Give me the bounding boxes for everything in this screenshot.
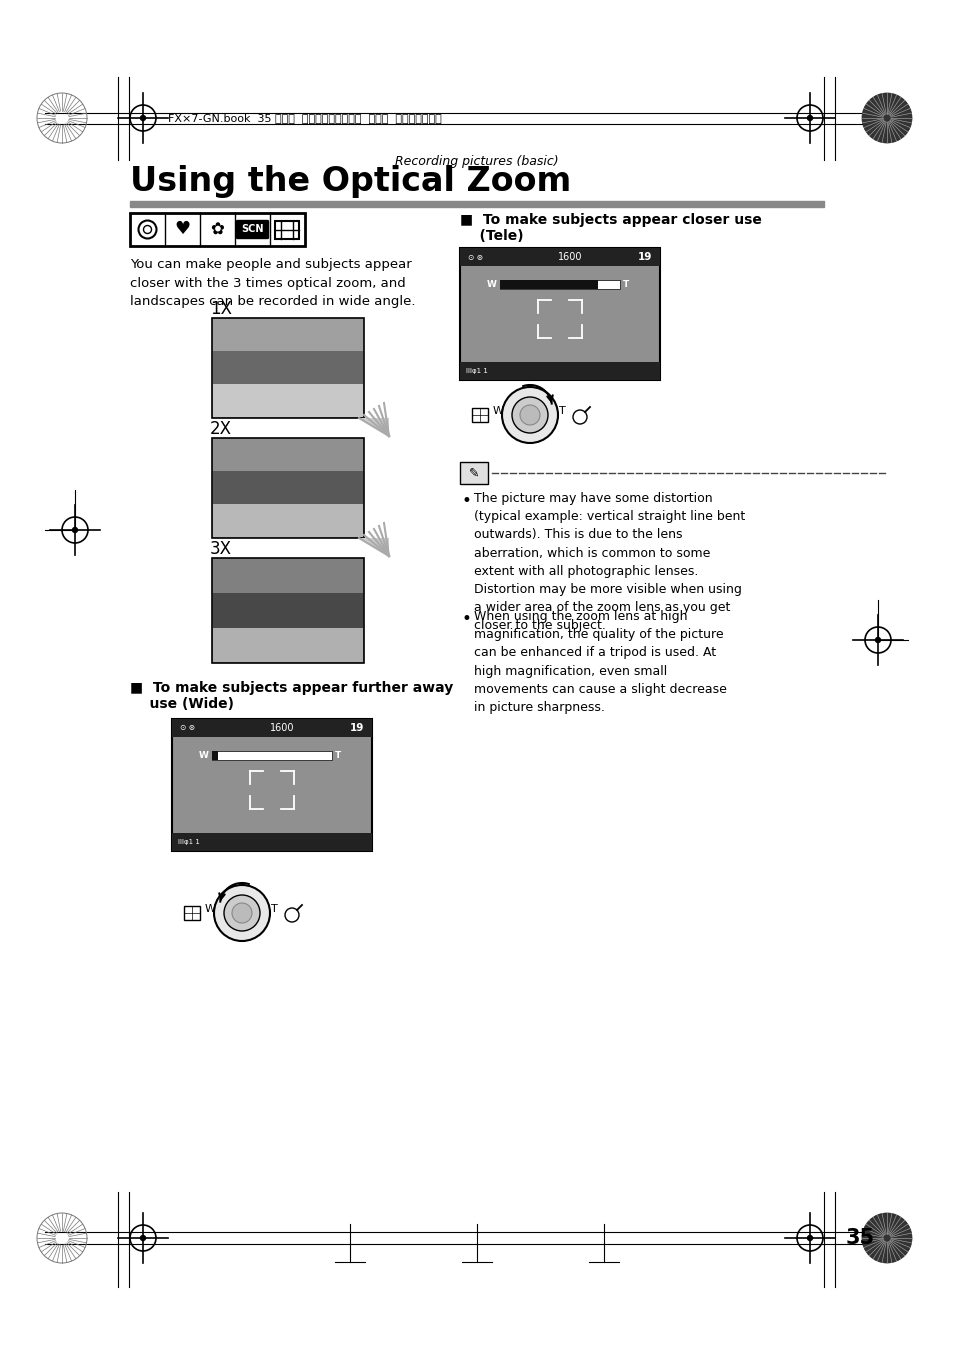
- Circle shape: [875, 638, 880, 643]
- Bar: [459, 248, 659, 266]
- Polygon shape: [358, 538, 389, 555]
- Bar: [172, 718, 372, 851]
- Circle shape: [501, 387, 558, 443]
- Text: 1X: 1X: [210, 301, 232, 318]
- Text: •: •: [461, 611, 472, 628]
- Text: 35: 35: [844, 1228, 874, 1248]
- Text: W: W: [492, 406, 503, 417]
- Circle shape: [72, 527, 77, 532]
- Bar: [459, 363, 659, 380]
- Text: Using the Optical Zoom: Using the Optical Zoom: [130, 164, 571, 198]
- Text: 1600: 1600: [558, 252, 581, 262]
- Bar: [130, 213, 305, 245]
- Text: ⊙ ⊛: ⊙ ⊛: [180, 724, 195, 732]
- Bar: [212, 318, 364, 418]
- Bar: [212, 438, 364, 538]
- Text: lllφ1 1: lllφ1 1: [465, 368, 487, 373]
- Bar: [275, 221, 299, 239]
- Text: use (Wide): use (Wide): [130, 697, 233, 710]
- Text: SCN: SCN: [241, 225, 263, 235]
- Circle shape: [806, 1236, 812, 1240]
- Circle shape: [140, 1236, 146, 1240]
- Text: The picture may have some distortion
(typical example: vertical straight line be: The picture may have some distortion (ty…: [474, 492, 744, 632]
- Text: ■  To make subjects appear further away: ■ To make subjects appear further away: [130, 681, 453, 696]
- Text: ■  To make subjects appear closer use: ■ To make subjects appear closer use: [459, 213, 761, 226]
- Circle shape: [512, 398, 547, 433]
- Text: T: T: [335, 751, 341, 760]
- Text: ♥: ♥: [174, 221, 191, 239]
- Bar: [212, 751, 332, 760]
- Text: 3X: 3X: [210, 541, 232, 558]
- Text: T: T: [622, 280, 629, 290]
- Bar: [499, 280, 598, 290]
- Text: 19: 19: [349, 723, 364, 733]
- Bar: [172, 833, 372, 851]
- Bar: [213, 470, 363, 504]
- Text: T: T: [558, 406, 565, 417]
- Text: Recording pictures (basic): Recording pictures (basic): [395, 155, 558, 168]
- Text: T: T: [271, 905, 277, 914]
- Bar: [184, 906, 200, 919]
- Circle shape: [806, 116, 812, 120]
- Text: 2X: 2X: [210, 421, 232, 438]
- Bar: [172, 718, 372, 737]
- Text: ⊙ ⊛: ⊙ ⊛: [468, 252, 482, 262]
- Text: lllφ1 1: lllφ1 1: [178, 838, 200, 845]
- FancyBboxPatch shape: [236, 221, 268, 239]
- Text: ✎: ✎: [468, 466, 478, 480]
- Circle shape: [519, 404, 539, 425]
- Circle shape: [140, 116, 146, 120]
- Bar: [213, 384, 363, 417]
- Circle shape: [862, 1213, 911, 1263]
- Bar: [213, 627, 363, 662]
- Bar: [212, 751, 218, 760]
- Circle shape: [213, 886, 270, 941]
- Bar: [213, 504, 363, 537]
- Circle shape: [232, 903, 252, 923]
- Bar: [459, 462, 488, 484]
- Bar: [213, 350, 363, 384]
- Bar: [130, 201, 823, 208]
- Bar: [213, 593, 363, 628]
- Text: •: •: [461, 492, 472, 510]
- Text: When using the zoom lens at high
magnification, the quality of the picture
can b: When using the zoom lens at high magnifi…: [474, 611, 726, 714]
- Polygon shape: [358, 418, 389, 435]
- Bar: [459, 248, 659, 380]
- Text: FX×7-GN.book  35 ページ  ２００４年８月２日  月曜日  午後３時４０分: FX×7-GN.book 35 ページ ２００４年８月２日 月曜日 午後３時４０…: [168, 113, 441, 123]
- Text: You can make people and subjects appear
closer with the 3 times optical zoom, an: You can make people and subjects appear …: [130, 257, 416, 307]
- Text: W: W: [204, 905, 215, 914]
- Text: W: W: [199, 751, 209, 760]
- Circle shape: [224, 895, 260, 931]
- Text: W: W: [487, 280, 497, 290]
- Bar: [212, 558, 364, 663]
- Text: ✿: ✿: [211, 221, 224, 239]
- Text: 1600: 1600: [270, 723, 294, 733]
- Text: (Tele): (Tele): [459, 229, 523, 243]
- Bar: [499, 280, 619, 290]
- Text: 19: 19: [637, 252, 651, 262]
- Circle shape: [862, 93, 911, 143]
- Bar: [472, 408, 488, 422]
